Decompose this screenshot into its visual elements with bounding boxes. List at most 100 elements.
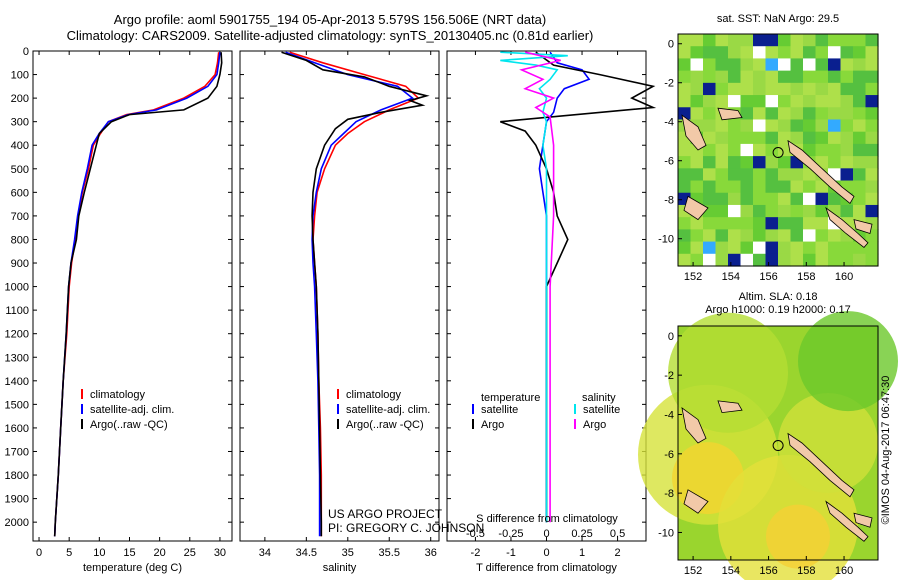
sst-map-float-marker <box>772 147 784 159</box>
sst-cell <box>740 192 754 206</box>
temperature-xtick-label: 10 <box>93 547 105 559</box>
sst-cell <box>728 34 742 47</box>
sst-cell <box>840 58 854 72</box>
sst-cell <box>765 107 779 121</box>
sst-cell <box>803 253 817 267</box>
sst-cell <box>778 253 792 267</box>
sst-cell <box>728 119 742 133</box>
sst-cell <box>690 229 704 243</box>
sst-cell <box>740 58 754 72</box>
sst-map-ytick-label: -8 <box>664 195 674 207</box>
sst-cell <box>790 204 804 218</box>
salinity-legend-label: satellite-adj. clim. <box>346 404 430 416</box>
sst-cell <box>740 34 754 47</box>
sst-cell <box>678 241 692 255</box>
sst-cell <box>715 143 729 157</box>
sst-cell <box>753 70 767 84</box>
salinity-diff-tick-label: 0.5 <box>610 528 625 540</box>
sst-cell <box>678 168 692 182</box>
sla-anomaly-blob <box>766 504 830 569</box>
sst-cell <box>815 119 829 133</box>
sst-cell <box>765 131 779 145</box>
sst-cell <box>828 82 842 96</box>
sst-cell <box>728 131 742 145</box>
sst-cell <box>765 143 779 157</box>
sst-cell <box>740 204 754 218</box>
depth-tick-label: 1900 <box>5 494 29 506</box>
sst-cell <box>678 70 692 84</box>
sst-map-xtick-label: 156 <box>759 271 777 283</box>
sst-cell <box>740 241 754 255</box>
sst-cell <box>840 70 854 84</box>
coastline-island <box>787 139 855 205</box>
sst-cell <box>815 82 829 96</box>
sst-cell <box>753 131 767 145</box>
sst-cell <box>853 168 867 182</box>
figure-title-line1: Argo profile: aoml 5901755_194 05-Apr-20… <box>113 12 547 27</box>
depth-tick-label: 1500 <box>5 399 29 411</box>
sst-cell <box>690 95 704 108</box>
sst-cell <box>703 119 717 133</box>
sst-cell <box>828 241 842 255</box>
sst-cell <box>865 241 879 255</box>
sst-cell <box>740 229 754 243</box>
sla-map-float-marker <box>772 440 784 452</box>
sst-cell <box>853 143 867 157</box>
sst-cell <box>865 34 879 47</box>
sla-map-map <box>638 311 898 580</box>
sst-cell <box>753 156 767 169</box>
sst-cell <box>703 34 717 47</box>
sst-cell <box>765 46 779 60</box>
sst-cell <box>740 46 754 60</box>
sst-cell <box>765 82 779 96</box>
sst-cell <box>790 82 804 96</box>
sst-cell <box>840 168 854 182</box>
sst-cell <box>753 34 767 47</box>
sst-cell <box>865 119 879 133</box>
sst-cell <box>778 143 792 157</box>
coastline-island <box>825 206 869 248</box>
sst-cell <box>840 253 854 267</box>
sst-cell <box>815 217 829 230</box>
sst-cell <box>790 70 804 84</box>
sst-cell <box>815 204 829 218</box>
sst-cell <box>753 204 767 218</box>
sst-cell <box>778 82 792 96</box>
sst-cell <box>765 34 779 47</box>
sst-cell <box>778 168 792 182</box>
differences-series-salinity-argo <box>519 51 561 523</box>
sst-cell <box>740 119 754 133</box>
sst-cell <box>740 82 754 96</box>
sst-cell <box>740 217 754 230</box>
sst-cell <box>703 82 717 96</box>
coastline-island <box>681 406 707 444</box>
sst-cell <box>703 229 717 243</box>
sst-cell <box>803 58 817 72</box>
sst-cell <box>853 46 867 60</box>
sst-cell <box>815 192 829 206</box>
sst-cell <box>865 46 879 60</box>
sst-cell <box>690 217 704 230</box>
sst-cell <box>753 82 767 96</box>
temperature-xlabel: temperature (deg C) <box>83 562 182 574</box>
sst-cell <box>703 70 717 84</box>
sst-cell <box>740 107 754 121</box>
salinity-xtick-label: 34 <box>259 547 271 559</box>
sst-cell <box>865 82 879 96</box>
sst-cell <box>703 253 717 267</box>
sst-cell <box>815 95 829 108</box>
sst-cell <box>753 46 767 60</box>
sst-cell <box>715 34 729 47</box>
sst-map-ytick-label: 0 <box>668 39 674 51</box>
sst-cell <box>790 58 804 72</box>
sst-cell <box>703 46 717 60</box>
sst-cell <box>840 95 854 108</box>
sst-cell <box>728 204 742 218</box>
sst-cell <box>815 253 829 267</box>
sst-cell <box>778 204 792 218</box>
sst-cell <box>765 95 779 108</box>
sst-cell <box>715 180 729 194</box>
sst-cell <box>803 192 817 206</box>
sst-cell <box>703 217 717 230</box>
